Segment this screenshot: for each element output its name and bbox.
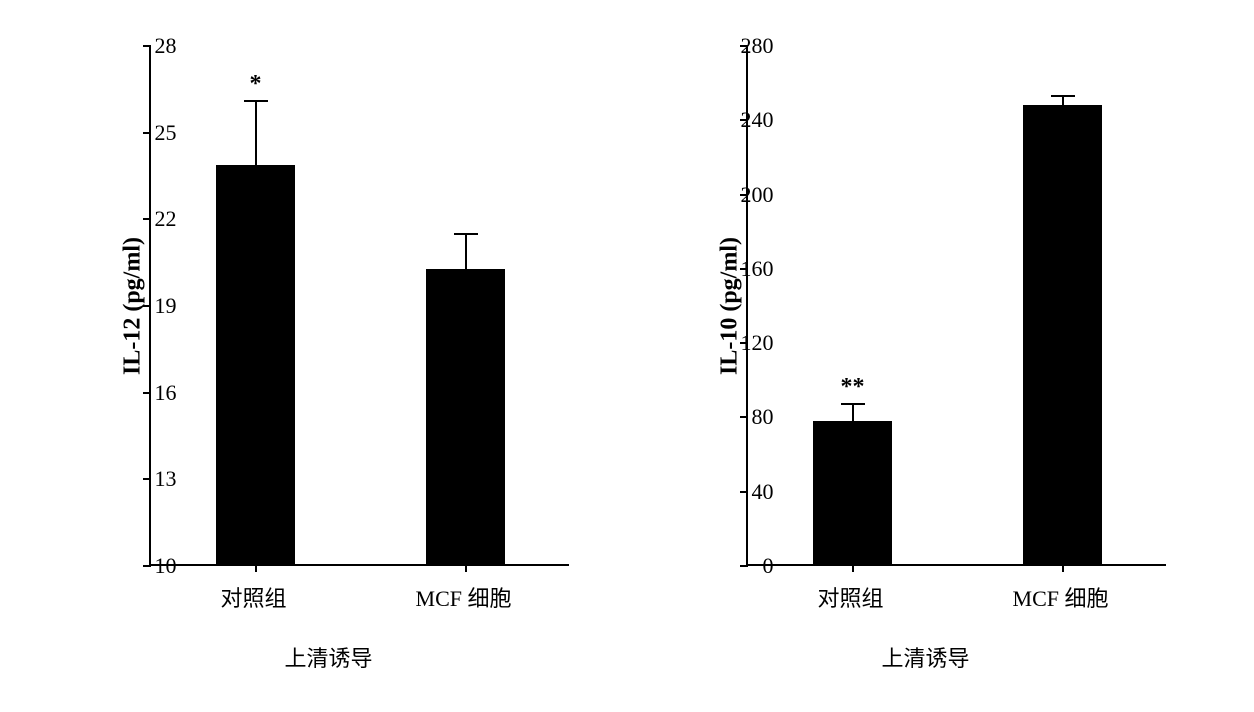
y-tick-label: 0 [763,553,774,579]
error-cap [244,100,268,102]
x-tick [1062,564,1064,572]
y-tick [143,45,151,47]
x-tick [852,564,854,572]
x-tick [465,564,467,572]
y-tick-label: 240 [741,107,774,133]
y-tick-label: 22 [155,206,177,232]
y-tick-label: 120 [741,330,774,356]
chart-il12: IL-12 (pg/ml) * 上清诱导 10131619222528对照组MC… [49,26,609,686]
bar [1023,105,1103,564]
error-bar [852,404,854,423]
bar [426,269,506,564]
significance-marker: ** [841,374,865,401]
bar [813,421,893,564]
y-tick-label: 160 [741,256,774,282]
error-cap [1051,95,1075,97]
x-tick-label: MCF 细胞 [416,581,512,613]
y-tick-label: 13 [155,466,177,492]
error-cap [841,403,865,405]
y-tick [143,305,151,307]
error-bar [465,234,467,272]
plot-area: ** [746,46,1166,566]
y-tick-label: 25 [155,120,177,146]
significance-marker: * [250,71,262,98]
x-tick-label: MCF 细胞 [1013,581,1109,613]
error-bar [255,101,257,167]
error-cap [454,233,478,235]
y-tick-label: 280 [741,33,774,59]
chart-il10: IL-10 (pg/ml) ** 上清诱导 0 40 80 120 160 200 240 2… [646,26,1206,686]
y-tick [740,416,748,418]
y-tick-label: 28 [155,33,177,59]
x-tick [255,564,257,572]
y-tick-label: 16 [155,380,177,406]
y-tick-label: 40 [752,479,774,505]
y-tick [740,565,748,567]
x-tick-label: 对照组 [220,581,286,613]
bar [216,165,296,564]
plot-area: * [149,46,569,566]
y-tick [740,491,748,493]
y-tick [143,565,151,567]
x-axis-title: 上清诱导 [881,641,969,673]
y-axis-title: IL-10 (pg/ml) [716,237,743,375]
y-tick-label: 200 [741,182,774,208]
y-tick [143,392,151,394]
y-tick-label: 19 [155,293,177,319]
x-tick-label: 对照组 [817,581,883,613]
y-tick [143,478,151,480]
x-axis-title: 上清诱导 [284,641,372,673]
y-tick [143,218,151,220]
y-tick-label: 80 [752,404,774,430]
y-tick-label: 10 [155,553,177,579]
error-bar [1062,96,1064,107]
y-tick [143,132,151,134]
